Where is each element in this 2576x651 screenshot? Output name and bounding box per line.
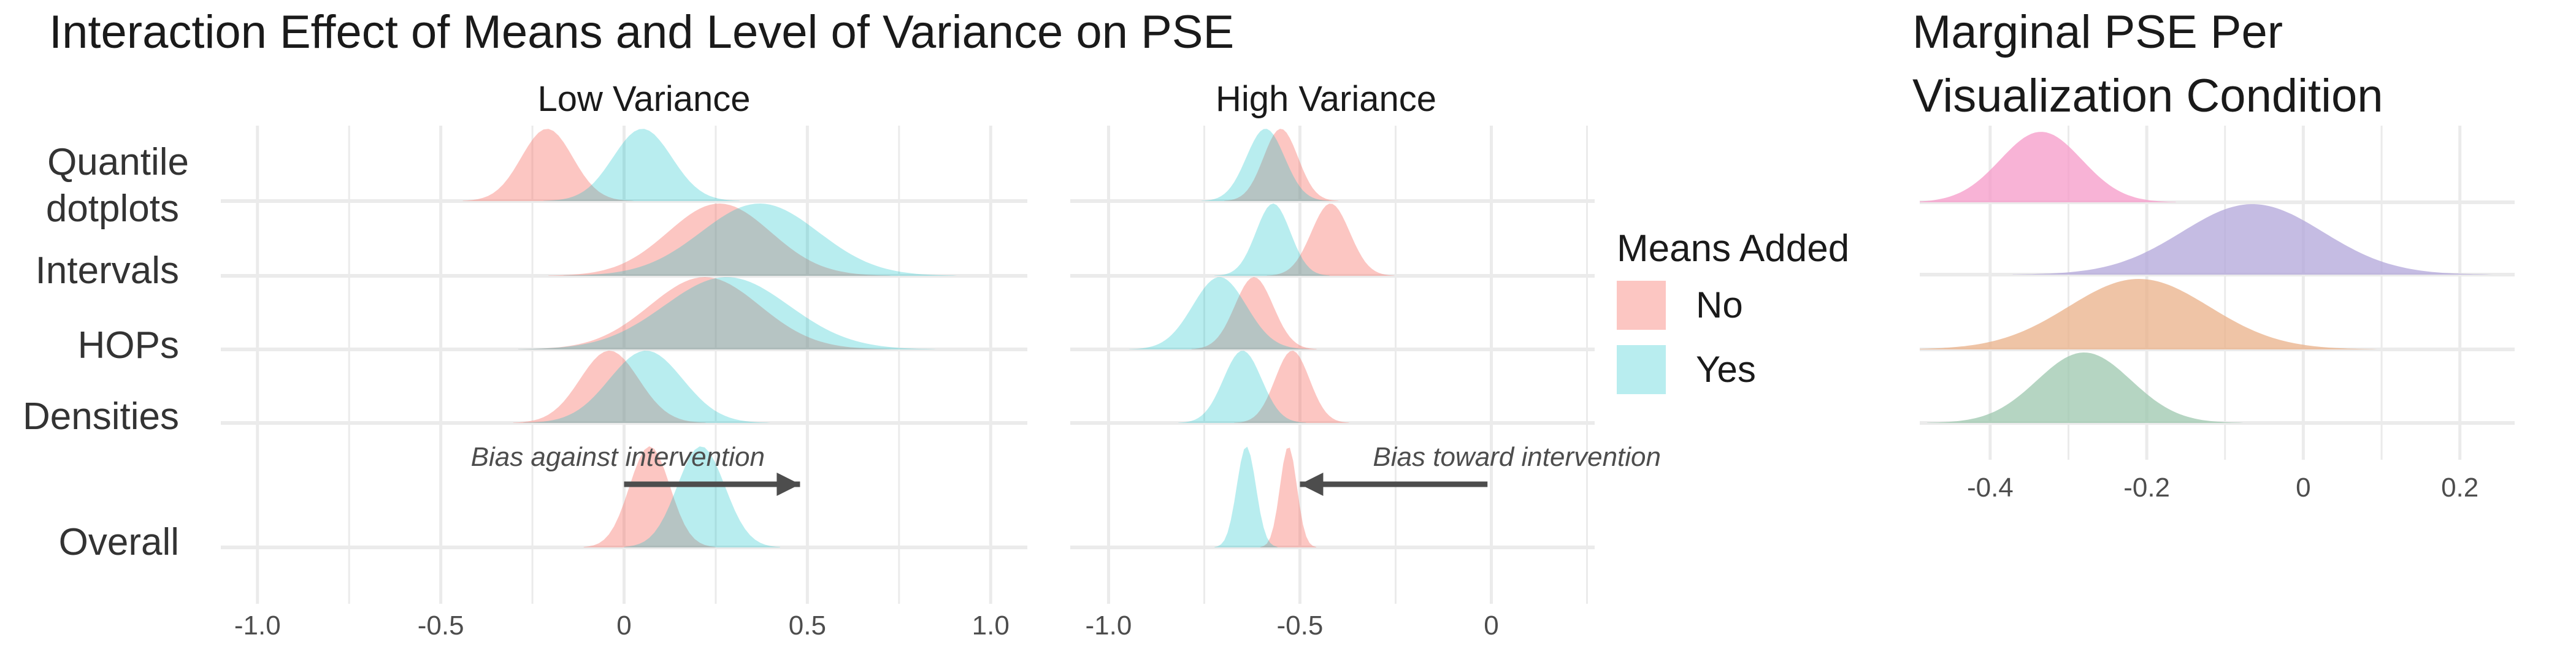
marginal-density-row-1 [1920,132,2177,202]
legend-label-yes: Yes [1696,349,1756,390]
density-high-variance-quantile-dotplots-yes [1201,129,1330,201]
row-label-overall: Overall [59,521,179,563]
density-low-variance-intervals-no [548,204,892,276]
annotation-arrowhead-low-variance [776,473,800,496]
density-low-variance-quantile-dotplots-yes [543,129,740,201]
density-high-variance-intervals-yes [1214,204,1330,276]
row-label-densities: Densities [23,395,179,438]
density-high-variance-densities-yes [1178,351,1306,423]
row-label-quantile-line2: dotplots [46,188,179,230]
x-tick-label-low-variance: 0.5 [789,611,826,641]
main-title: Interaction Effect of Means and Level of… [49,6,1234,58]
marginal-title-line1: Marginal PSE Per [1912,6,2283,58]
density-low-variance-hops-no [518,277,892,349]
density-low-variance-overall-yes [624,446,781,547]
annotation-low-variance: Bias against intervention [471,442,765,472]
legend: Means Added No Yes [1617,227,1849,394]
row-label-quantile-line1: Quantile [47,141,189,183]
panel-low-variance: -1.0 -0.5 0 0.5 1.0 Bias against intervention [221,126,1027,641]
panel-marginal: -0.4 -0.2 0 0.2 [1920,126,2515,503]
x-tick-label-low-variance: -0.5 [418,611,464,641]
density-low-variance-densities-no [513,351,707,423]
x-tick-label-low-variance: 1.0 [972,611,1010,641]
x-tick-label-low-variance: 0 [616,611,631,641]
density-high-variance-overall-no [1260,447,1316,547]
marginal-title-line2: Visualization Condition [1912,70,2383,122]
marginal-x-tick-label: 0 [2296,473,2310,503]
facet-strip-low-variance: Low Variance [537,79,750,119]
legend-label-no: No [1696,284,1743,326]
density-high-variance-hops-no [1191,277,1317,349]
facet-strip-high-variance: High Variance [1216,79,1436,119]
marginal-density-row-2 [2012,204,2493,275]
density-low-variance-hops-yes [518,277,937,349]
x-tick-label-high-variance: -0.5 [1277,611,1324,641]
density-high-variance-densities-no [1234,351,1349,423]
marginal-density-row-4 [1927,352,2244,423]
density-high-variance-quantile-dotplots-no [1224,129,1340,201]
marginal-x-tick-label: -0.4 [1967,473,2014,503]
x-tick-label-low-variance: -1.0 [234,611,281,641]
density-low-variance-quantile-dotplots-no [462,129,634,201]
annotation-arrowhead-high-variance [1300,473,1324,496]
row-labels: Quantile dotplots Intervals HOPs Densiti… [23,141,189,563]
density-high-variance-intervals-no [1267,204,1395,276]
panel-high-variance: -1.0 -0.5 0 Bias toward intervention [1070,126,1661,641]
density-high-variance-hops-yes [1129,277,1310,349]
legend-title: Means Added [1617,227,1849,270]
marginal-density-row-3 [1920,279,2377,349]
density-high-variance-overall-yes [1214,446,1278,547]
density-low-variance-intervals-yes [563,204,957,276]
row-label-hops: HOPs [78,324,179,367]
legend-swatch-yes [1617,345,1666,394]
x-tick-label-high-variance: 0 [1484,611,1498,641]
density-low-variance-densities-yes [523,351,770,423]
x-tick-label-high-variance: -1.0 [1085,611,1132,641]
annotation-high-variance: Bias toward intervention [1373,442,1661,472]
density-low-variance-overall-no [583,446,716,547]
marginal-x-tick-label: 0.2 [2441,473,2478,503]
marginal-x-tick-label: -0.2 [2123,473,2170,503]
row-label-intervals: Intervals [36,249,179,292]
legend-swatch-no [1617,281,1666,330]
